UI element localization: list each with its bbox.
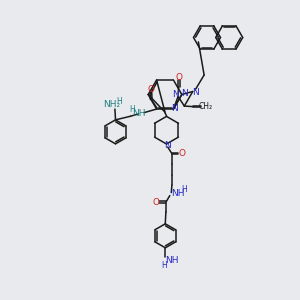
Text: O: O [176,73,183,82]
Text: N: N [171,104,177,113]
Text: H: H [181,185,187,194]
Text: N: N [192,88,199,97]
Text: N: N [181,89,188,98]
Text: N: N [172,90,179,99]
Text: N: N [164,141,170,150]
Text: NH: NH [171,189,184,198]
Text: H: H [130,105,136,114]
Text: H: H [116,97,122,106]
Text: O: O [178,149,185,158]
Text: O: O [152,198,160,207]
Text: NH: NH [133,109,146,118]
Text: NH₂: NH₂ [103,100,120,109]
Text: O: O [147,85,155,94]
Text: NH: NH [165,256,179,265]
Text: H: H [161,261,167,270]
Text: CH₂: CH₂ [198,102,212,111]
